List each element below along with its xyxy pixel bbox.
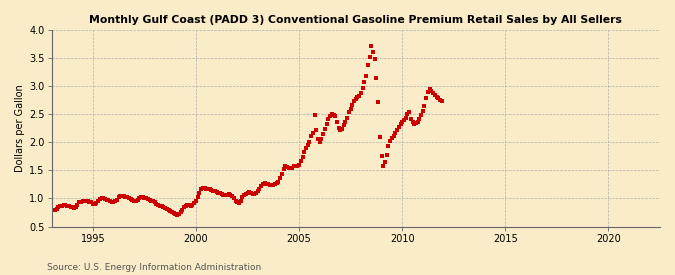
Y-axis label: Dollars per Gallon: Dollars per Gallon xyxy=(15,84,25,172)
Text: Source: U.S. Energy Information Administration: Source: U.S. Energy Information Administ… xyxy=(47,263,261,272)
Title: Monthly Gulf Coast (PADD 3) Conventional Gasoline Premium Retail Sales by All Se: Monthly Gulf Coast (PADD 3) Conventional… xyxy=(89,15,622,25)
